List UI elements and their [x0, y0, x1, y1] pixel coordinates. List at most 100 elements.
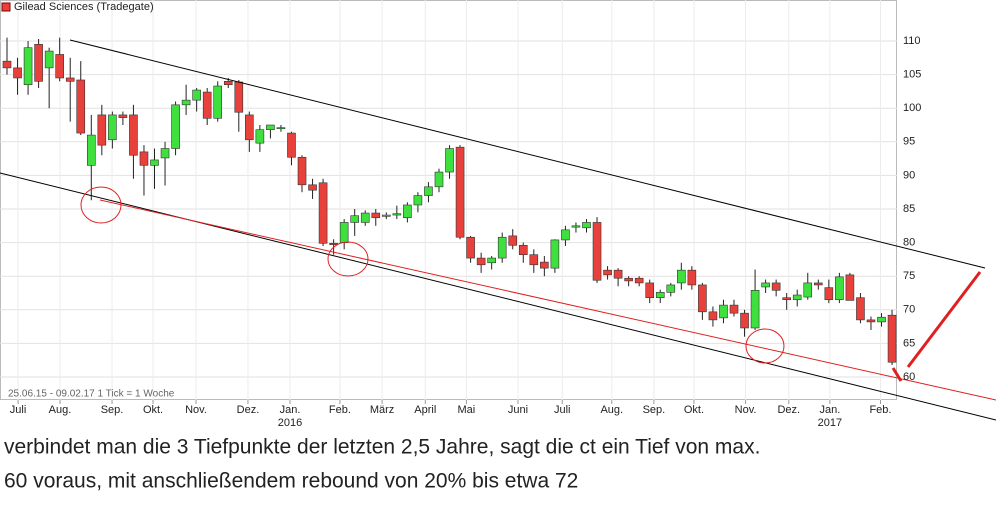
candle-body — [266, 124, 275, 131]
candle-body — [434, 171, 444, 188]
candle-body — [276, 127, 286, 129]
candle-body — [613, 269, 623, 279]
candle-body — [824, 287, 834, 301]
candle-body — [529, 254, 539, 266]
candle-body — [761, 282, 770, 288]
y-tick-label: 90 — [903, 169, 915, 181]
x-tick-label: Aug. — [49, 404, 72, 416]
y-tick-label: 105 — [903, 69, 921, 81]
candle-body — [171, 104, 180, 149]
candle-body — [750, 290, 760, 329]
candle-body — [582, 222, 591, 229]
x-tick-label: Nov. — [185, 404, 207, 416]
x-tick-label: Aug. — [600, 404, 623, 416]
candle-body — [792, 294, 802, 301]
candle-body — [508, 235, 518, 246]
chart-title: Gilead Sciences (Tradegate) — [14, 1, 154, 13]
candle-body — [371, 212, 381, 219]
candle-body — [202, 91, 212, 119]
candle-body — [729, 304, 739, 314]
candle-body — [782, 297, 791, 301]
candle-body — [887, 314, 897, 363]
candle-body — [223, 81, 233, 85]
candle-body — [687, 269, 697, 286]
candle-body — [592, 222, 602, 281]
x-tick-label: Dez. — [237, 404, 260, 416]
low-circle — [80, 186, 122, 224]
x-tick-label: Mai — [458, 404, 476, 416]
candle-body — [255, 129, 265, 144]
y-tick-label: 110 — [903, 35, 921, 47]
candle-body — [118, 114, 128, 118]
x-tick-label: Juni — [508, 404, 528, 416]
candle-body — [740, 312, 749, 329]
candle-body — [561, 229, 570, 241]
arrow-up — [906, 271, 982, 368]
candle-body — [645, 282, 655, 299]
candle-body — [677, 269, 686, 284]
candle-body — [445, 148, 454, 173]
candle-body — [192, 89, 201, 101]
candle-body — [129, 114, 138, 156]
candle-body — [245, 114, 254, 141]
x-tick-label: Sep. — [643, 404, 666, 416]
candle-body — [213, 85, 223, 119]
candle-body — [2, 60, 12, 69]
candle-body — [655, 292, 665, 299]
candle-body — [487, 257, 496, 264]
low-circle — [745, 328, 785, 364]
candle-body — [845, 274, 855, 301]
candle-body — [424, 186, 433, 196]
candle-body — [160, 148, 170, 159]
candle-body — [803, 282, 813, 298]
candle-body — [150, 159, 159, 166]
candle-body — [329, 242, 338, 245]
caption-line: 60 voraus, mit anschließendem rebound vo… — [4, 470, 578, 493]
candle-body — [86, 134, 96, 166]
candle-body — [719, 304, 728, 319]
candle-body — [403, 204, 412, 219]
candle-body — [708, 311, 718, 321]
candles — [2, 37, 897, 365]
candle-body — [634, 277, 644, 284]
x-tick-label: Dez. — [777, 404, 800, 416]
y-tick-label: 70 — [903, 304, 915, 316]
candle-body — [624, 277, 633, 282]
candle-body — [65, 77, 75, 82]
candle-body — [856, 297, 865, 321]
candle-body — [139, 151, 149, 166]
candle-body — [455, 146, 465, 238]
grid — [0, 0, 897, 400]
x-tick-label: Feb. — [329, 404, 351, 416]
arrow-down — [891, 367, 903, 382]
candle-body — [771, 282, 781, 291]
x-tick-label: Sep. — [101, 404, 124, 416]
legend-swatch — [1, 2, 11, 12]
x-tick-label: Okt. — [684, 404, 704, 416]
candle-body — [23, 47, 33, 85]
candle-body — [34, 44, 43, 82]
candle-body — [360, 212, 370, 223]
candle-body — [518, 244, 528, 256]
y-tick-label: 85 — [903, 203, 915, 215]
candle-body — [76, 79, 86, 134]
x-tick-label: Jan. 2017 — [818, 404, 842, 429]
y-tick-label: 60 — [903, 371, 915, 383]
candle-body — [44, 50, 54, 69]
candle-body — [181, 99, 191, 106]
candle-body — [497, 236, 507, 259]
x-tick-label: Juli — [554, 404, 571, 416]
candle-body — [392, 213, 402, 216]
candle-body — [603, 269, 612, 276]
candle-body — [866, 319, 876, 323]
candle-body — [339, 222, 349, 243]
candle-body — [571, 225, 581, 228]
x-tick-label: Juli — [10, 404, 27, 416]
candle-body — [413, 195, 423, 206]
y-tick-label: 95 — [903, 136, 915, 148]
candle-body — [877, 316, 886, 323]
caption-line: verbindet man die 3 Tiefpunkte der letzt… — [4, 436, 760, 459]
candle-body — [698, 284, 707, 313]
low-connect-line — [99, 199, 996, 401]
y-tick-label: 80 — [903, 237, 915, 249]
